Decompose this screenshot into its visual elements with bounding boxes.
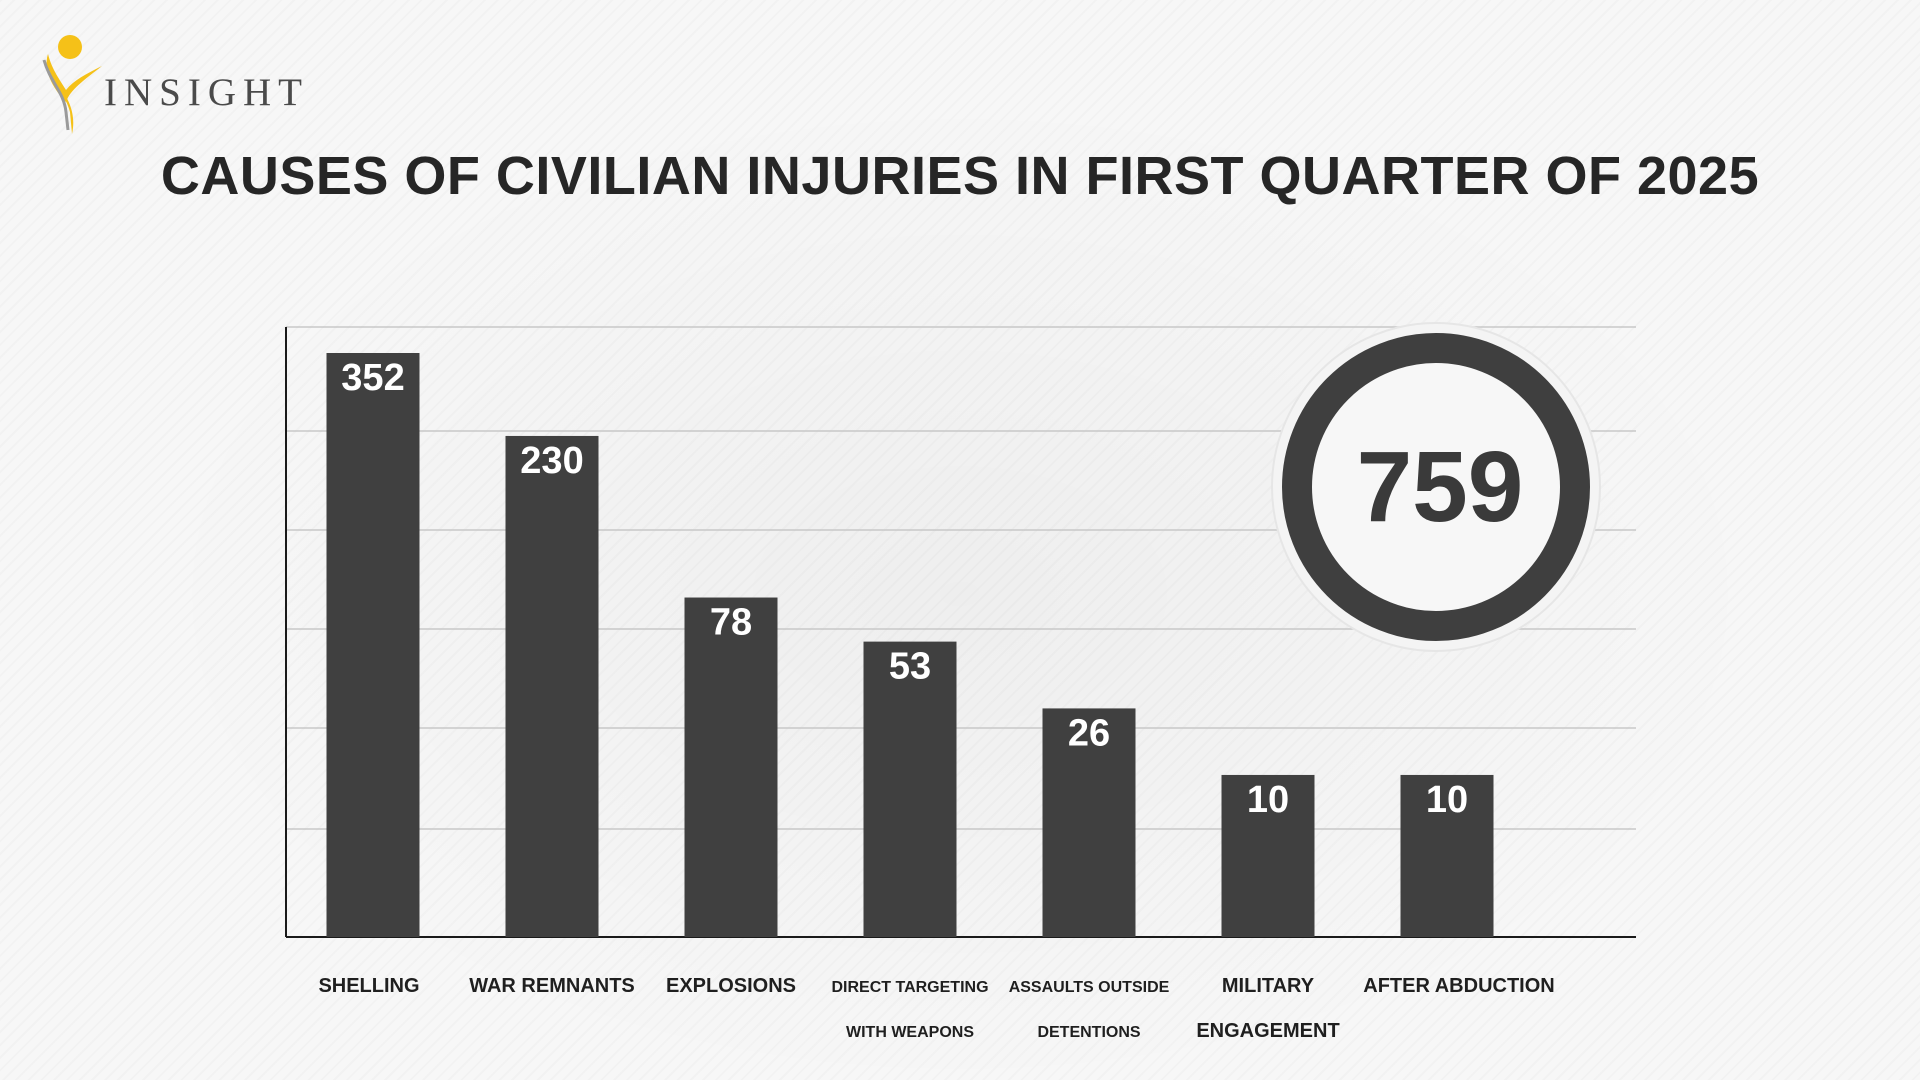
bar-value-label-6: 10 — [1247, 779, 1289, 821]
x-tick-label-6-line-1: MILITARY — [1222, 975, 1315, 997]
x-tick-label-6-line-2: ENGAGEMENT — [1196, 1020, 1339, 1042]
total-badge-ring — [1282, 333, 1590, 641]
bar-4 — [863, 641, 957, 937]
bar-value-label-2: 230 — [520, 440, 583, 482]
bar-7 — [1400, 774, 1494, 937]
bar-3 — [684, 597, 778, 937]
bar-5 — [1042, 708, 1136, 937]
bar-2 — [505, 435, 599, 937]
bar-value-label-3: 78 — [710, 602, 752, 644]
insight-figure-icon — [42, 35, 102, 134]
bar-value-label-1: 352 — [341, 357, 404, 399]
total-badge-value: 759 — [1357, 431, 1524, 543]
x-tick-label-2: WAR REMNANTS — [469, 975, 635, 997]
x-tick-label-4-line-2: WITH WEAPONS — [846, 1024, 974, 1041]
bar-6 — [1221, 774, 1315, 937]
x-tick-label-4-line-1: DIRECT TARGETING — [831, 979, 988, 996]
x-tick-label-3: EXPLOSIONS — [666, 975, 796, 997]
x-tick-label-7: AFTER ABDUCTION — [1363, 975, 1554, 997]
bar-1 — [326, 353, 420, 937]
x-tick-label-5-line-2: DETENTIONS — [1037, 1024, 1140, 1041]
bar-value-label-7: 10 — [1426, 779, 1468, 821]
bar-value-label-4: 53 — [889, 646, 931, 688]
insight-logo: INSIGHT — [36, 30, 302, 140]
x-tick-label-5-line-1: ASSAULTS OUTSIDE — [1009, 979, 1170, 996]
bar-value-label-5: 26 — [1068, 712, 1110, 754]
chart-title: CAUSES OF CIVILIAN INJURIES IN FIRST QUA… — [160, 146, 1760, 206]
x-tick-label-1: SHELLING — [318, 975, 419, 997]
brand-name: INSIGHT — [104, 71, 309, 114]
